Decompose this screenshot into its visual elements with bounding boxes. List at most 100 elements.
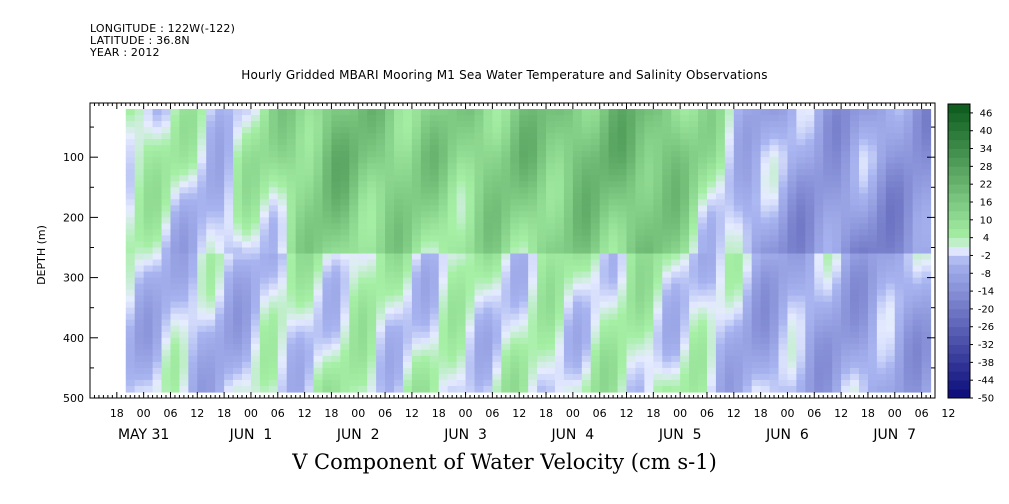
heatmap-cell (537, 115, 547, 122)
heatmap-cell (921, 169, 932, 176)
heatmap-cell (304, 277, 315, 285)
heatmap-cell (760, 133, 771, 140)
heatmap-cell (706, 289, 717, 297)
heatmap-cell (483, 145, 493, 152)
heatmap-cell (510, 181, 520, 188)
heatmap-cell (179, 187, 189, 194)
heatmap-cell (644, 271, 654, 279)
heatmap-cell (805, 211, 815, 218)
colorbar-swatch (948, 166, 970, 176)
heatmap-cell (197, 211, 207, 218)
heatmap-cell (224, 331, 234, 339)
heatmap-cell (402, 283, 413, 291)
heatmap-cell (394, 277, 404, 285)
heatmap-cell (805, 181, 815, 188)
heatmap-cell (429, 157, 440, 164)
heatmap-cell (519, 127, 529, 134)
heatmap-cell (474, 151, 485, 158)
heatmap-cell (662, 319, 672, 327)
heatmap-cell (715, 229, 726, 237)
heatmap-cell (876, 271, 887, 279)
heatmap-cell (170, 283, 181, 291)
heatmap-cell (635, 223, 645, 231)
heatmap-cell (242, 157, 252, 164)
heatmap-cell (689, 109, 699, 116)
heatmap-cell (724, 139, 735, 146)
heatmap-cell (590, 289, 601, 297)
heatmap-cell (179, 301, 189, 309)
heatmap-cell (805, 241, 815, 249)
heatmap-cell (233, 121, 243, 128)
heatmap-cell (367, 361, 377, 369)
heatmap-cell (903, 217, 914, 225)
heatmap-cell (715, 271, 726, 279)
heatmap-cell (259, 289, 270, 297)
heatmap-cell (724, 151, 735, 158)
heatmap-cell (653, 205, 663, 212)
heatmap-cell (161, 379, 172, 387)
heatmap-cell (376, 199, 386, 206)
heatmap-cell (429, 361, 440, 369)
heatmap-cell (590, 283, 601, 291)
heatmap-cell (170, 253, 181, 261)
heatmap-cell (662, 181, 672, 188)
heatmap-cell (537, 385, 547, 393)
heatmap-cell (715, 289, 726, 297)
heatmap-cell (876, 325, 887, 333)
heatmap-cell (474, 175, 485, 182)
heatmap-cell (474, 289, 485, 297)
heatmap-cell (608, 313, 619, 321)
colorbar-label: -44 (978, 376, 994, 387)
heatmap-cell (626, 157, 637, 164)
heatmap-cell (528, 373, 538, 381)
heatmap-cell (599, 151, 610, 158)
heatmap-cell (143, 145, 154, 152)
heatmap-cell (188, 373, 198, 381)
heatmap-cell (671, 301, 681, 309)
heatmap-cell (242, 361, 252, 369)
heatmap-cell (367, 217, 377, 225)
heatmap-cell (501, 145, 511, 152)
heatmap-cell (402, 259, 413, 267)
heatmap-cell (385, 205, 395, 212)
heatmap-cell (778, 133, 789, 140)
colorbar-swatch (948, 282, 970, 292)
heatmap-cell (402, 115, 413, 122)
heatmap-cell (528, 139, 538, 146)
heatmap-cell (841, 337, 851, 345)
heatmap-cell (858, 385, 869, 393)
heatmap-cell (277, 325, 288, 333)
heatmap-cell (832, 241, 842, 249)
heatmap-cell (823, 259, 833, 267)
heatmap-cell (814, 157, 824, 164)
heatmap-cell (885, 379, 896, 387)
x-hour-label: 00 (459, 407, 473, 420)
heatmap-cell (519, 115, 529, 122)
heatmap-cell (733, 313, 744, 321)
heatmap-cell (331, 121, 341, 128)
heatmap-cell (921, 355, 932, 363)
heatmap-cell (465, 271, 476, 279)
heatmap-cell (474, 277, 485, 285)
x-date-label: JUN 6 (765, 427, 809, 443)
heatmap-cell (474, 181, 485, 188)
heatmap-cell (295, 163, 306, 170)
heatmap-cell (277, 157, 288, 164)
heatmap-cell (313, 379, 324, 387)
heatmap-cell (224, 199, 234, 206)
heatmap-cell (429, 331, 440, 339)
heatmap-cell (680, 211, 690, 218)
heatmap-cell (885, 205, 896, 212)
heatmap-cell (268, 223, 279, 231)
heatmap-cell (841, 211, 851, 218)
heatmap-cell (510, 193, 520, 200)
heatmap-cell (787, 133, 797, 140)
heatmap-cell (787, 127, 797, 134)
heatmap-cell (510, 283, 520, 291)
heatmap-cell (787, 187, 797, 194)
heatmap-cell (402, 139, 413, 146)
heatmap-cell (358, 367, 368, 375)
heatmap-cell (581, 343, 592, 351)
heatmap-cell (867, 253, 878, 261)
heatmap-cell (259, 133, 270, 140)
